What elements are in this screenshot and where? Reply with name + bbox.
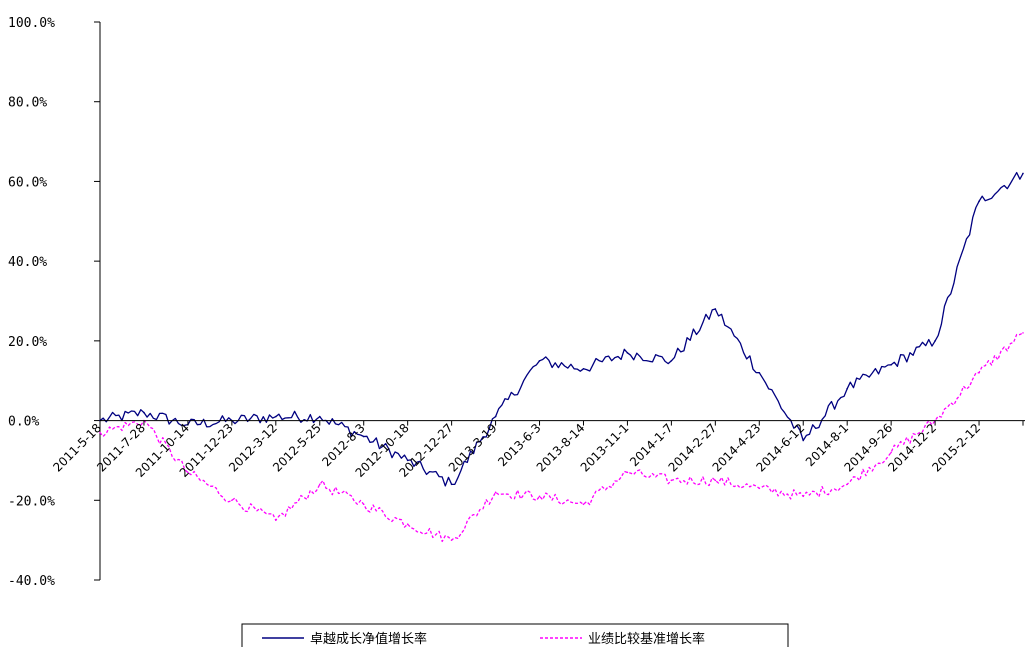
y-tick-label: 100.0% xyxy=(8,16,55,31)
y-tick-label: 80.0% xyxy=(8,96,47,111)
data-point-s2-21 xyxy=(978,371,980,374)
data-point-s2-22 xyxy=(1022,332,1024,334)
data-point-s1-17 xyxy=(802,439,805,442)
data-point-s1-16 xyxy=(758,371,761,374)
data-point-s1-6 xyxy=(318,415,321,418)
data-point-s1-21 xyxy=(978,200,980,203)
data-point-s2-9 xyxy=(450,539,453,541)
data-point-s1-15 xyxy=(714,308,717,310)
data-point-s1-10 xyxy=(494,415,497,418)
data-point-s1-7 xyxy=(362,435,365,438)
data-point-s2-11 xyxy=(538,495,541,498)
data-point-s2-6 xyxy=(318,483,321,486)
data-point-s1-12 xyxy=(582,367,585,370)
data-point-s1-19 xyxy=(890,363,892,366)
series-lines xyxy=(99,171,1024,543)
x-tick-label: 2014-6-12 xyxy=(754,421,808,475)
data-point-s2-12 xyxy=(582,503,585,506)
data-point-s2-16 xyxy=(758,487,761,490)
y-axis xyxy=(94,21,101,581)
y-tick-label: 60.0% xyxy=(8,175,47,190)
y-tick-label: 20.0% xyxy=(8,335,47,350)
data-point-s2-15 xyxy=(714,479,717,482)
data-point-s2-19 xyxy=(890,451,892,454)
y-tick-label: 40.0% xyxy=(8,255,47,270)
legend-box xyxy=(241,623,789,647)
series-line-2 xyxy=(99,332,1024,543)
data-point-s2-7 xyxy=(362,503,365,506)
data-point-s1-22 xyxy=(1022,172,1024,175)
x-tick-labels: 2011-5-182011-7-282011-10-142011-12-2320… xyxy=(50,421,983,480)
y-tick-label: -20.0% xyxy=(8,494,55,509)
data-point-s2-1 xyxy=(99,431,101,434)
data-point-s1-20 xyxy=(934,340,936,342)
x-axis xyxy=(99,420,1025,426)
data-point-s2-18 xyxy=(846,483,848,486)
data-point-s2-3 xyxy=(187,471,189,474)
data-point-s2-8 xyxy=(406,523,409,525)
data-point-s1-8 xyxy=(406,459,409,462)
data-point-s1-5 xyxy=(275,415,277,418)
y-tick-labels: 100.0% 80.0% 60.0% 40.0% 20.0% 0.0% -20.0% -40.… xyxy=(8,16,55,589)
data-point-s1-9 xyxy=(450,483,453,486)
x-tick-label: 2012-5-25 xyxy=(270,421,324,475)
data-point-s2-13 xyxy=(626,471,629,474)
legend-label-1: 卓越成长净值增长率 xyxy=(310,631,427,647)
data-point-s2-10 xyxy=(494,491,497,494)
data-point-s1-18 xyxy=(846,387,848,390)
data-point-s1-11 xyxy=(538,359,541,362)
x-tick-label: 2013-11-1 xyxy=(578,421,632,475)
data-point-s2-17 xyxy=(802,495,805,498)
data-point-s1-13 xyxy=(626,352,629,354)
data-point-s2-5 xyxy=(275,519,277,522)
x-tick-label: 2013-3-19 xyxy=(446,421,500,475)
data-point-s1-14 xyxy=(670,359,673,362)
x-tick-label: 2015-2-12 xyxy=(929,421,983,475)
y-tick-label: 0.0% xyxy=(8,415,39,430)
data-point-s1-2 xyxy=(143,411,145,414)
data-point-s2-14 xyxy=(670,479,673,482)
series-line-1 xyxy=(99,171,1024,487)
legend: 卓越成长净值增长率 业绩比较基准增长率 xyxy=(241,623,789,647)
y-tick-label: -40.0% xyxy=(8,574,55,589)
data-point-s2-4 xyxy=(231,499,233,502)
legend-label-2: 业绩比较基准增长率 xyxy=(588,631,705,647)
